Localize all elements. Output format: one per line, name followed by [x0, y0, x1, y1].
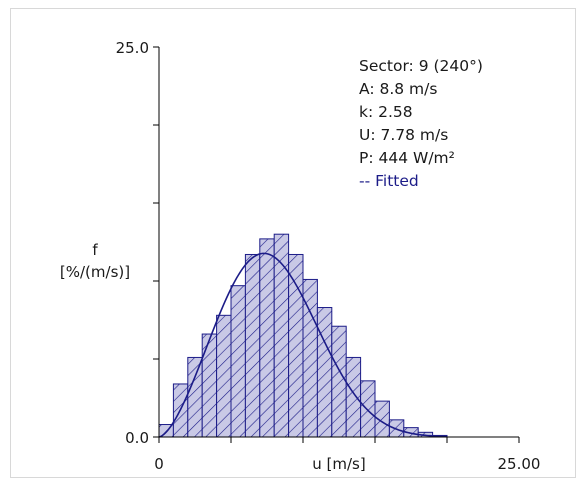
x-axis-label: u [m/s] — [312, 455, 365, 473]
info-sector: Sector: 9 (240°) — [359, 57, 483, 75]
chart-panel: 25.0 0.0 0 25.00 u [m/s] f [%/(m/s)] Sec… — [10, 8, 576, 478]
histogram-bar — [201, 333, 218, 438]
weibull-histogram-chart: 25.0 0.0 0 25.00 u [m/s] f [%/(m/s)] Sec… — [60, 39, 541, 473]
y-tick-label-min: 0.0 — [125, 429, 149, 447]
x-tick-label-max: 25.00 — [498, 455, 541, 473]
histogram-bar — [331, 325, 347, 438]
histogram-bar — [216, 314, 232, 438]
y-axis-label-line2: [%/(m/s)] — [60, 263, 130, 281]
axes — [153, 46, 520, 443]
histogram-bar — [230, 285, 246, 438]
histogram-bar — [187, 356, 203, 438]
info-fitted-legend: -- Fitted — [359, 172, 419, 190]
histogram-bar — [316, 307, 333, 438]
fitted-weibull-curve — [158, 252, 448, 438]
info-mean-speed: U: 7.78 m/s — [359, 126, 448, 144]
histogram-bars — [158, 233, 448, 438]
info-shape-k: k: 2.58 — [359, 103, 413, 121]
y-axis-label-line1: f — [92, 241, 98, 259]
info-scale-a: A: 8.8 m/s — [359, 80, 437, 98]
histogram-bar — [259, 238, 275, 438]
y-tick-label-max: 25.0 — [116, 39, 149, 57]
histogram-bar — [345, 356, 362, 438]
info-power-density: P: 444 W/m² — [359, 149, 455, 167]
x-tick-label-min: 0 — [154, 455, 164, 473]
histogram-bar — [288, 253, 304, 438]
info-box: Sector: 9 (240°) A: 8.8 m/s k: 2.58 U: 7… — [359, 57, 483, 190]
histogram-bar — [244, 253, 261, 438]
histogram-bar — [360, 380, 376, 438]
